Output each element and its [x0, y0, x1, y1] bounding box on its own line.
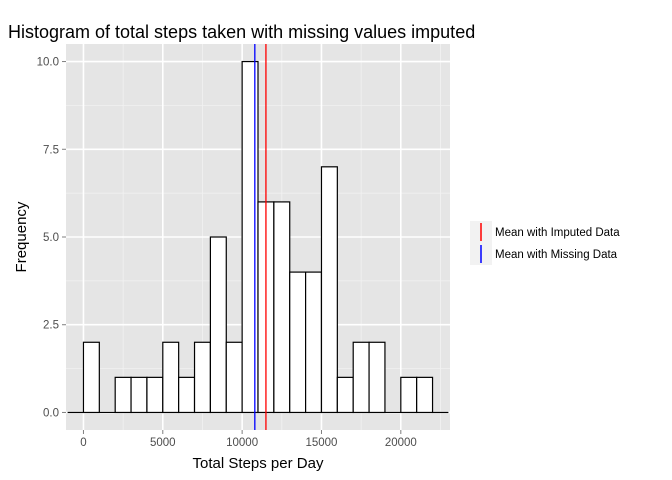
- histogram-bar: [368, 341, 386, 414]
- x-tick-label: 10000: [226, 437, 258, 449]
- x-tick-label: 15000: [305, 437, 337, 449]
- histogram-bar: [289, 271, 307, 414]
- x-tick-label: 20000: [385, 437, 417, 449]
- histogram-bar: [241, 60, 259, 414]
- histogram-bar: [82, 341, 100, 414]
- histogram-bar: [178, 376, 196, 414]
- y-tick-label: 10.0: [37, 57, 59, 69]
- legend-label: Mean with Missing Data: [495, 249, 618, 261]
- legend: Mean with Imputed Data Mean with Missing …: [470, 221, 620, 265]
- histogram-bar: [336, 376, 354, 414]
- y-axis-ticks: 0.0 2.5 5.0 7.5 10.0: [37, 57, 66, 419]
- chart-title: Histogram of total steps taken with miss…: [8, 22, 475, 42]
- x-axis-title: Total Steps per Day: [193, 455, 324, 472]
- histogram-bar: [305, 271, 323, 414]
- x-tick-label: 0: [80, 437, 86, 449]
- histogram-bar: [273, 201, 291, 414]
- histogram-bar: [130, 376, 148, 414]
- histogram-bar: [416, 376, 434, 414]
- histogram-bar: [146, 376, 164, 414]
- y-tick-label: 2.5: [43, 320, 59, 332]
- histogram-bar: [193, 341, 211, 414]
- legend-label: Mean with Imputed Data: [495, 227, 620, 239]
- histogram-bar: [209, 236, 227, 414]
- x-axis-ticks: 0 5000 10000 15000 20000: [80, 430, 417, 449]
- y-tick-label: 7.5: [43, 144, 59, 156]
- histogram-bars: [67, 60, 449, 414]
- y-tick-label: 5.0: [43, 232, 59, 244]
- x-tick-label: 5000: [150, 437, 176, 449]
- histogram-bar: [225, 341, 243, 414]
- histogram-bar: [162, 341, 180, 414]
- y-tick-label: 0.0: [43, 407, 59, 419]
- histogram-bar: [352, 341, 370, 414]
- mean-lines: [254, 44, 267, 430]
- histogram-bar: [114, 376, 132, 414]
- histogram-bar: [320, 166, 338, 414]
- histogram-bar: [400, 376, 418, 414]
- y-axis-title: Frequency: [13, 201, 30, 272]
